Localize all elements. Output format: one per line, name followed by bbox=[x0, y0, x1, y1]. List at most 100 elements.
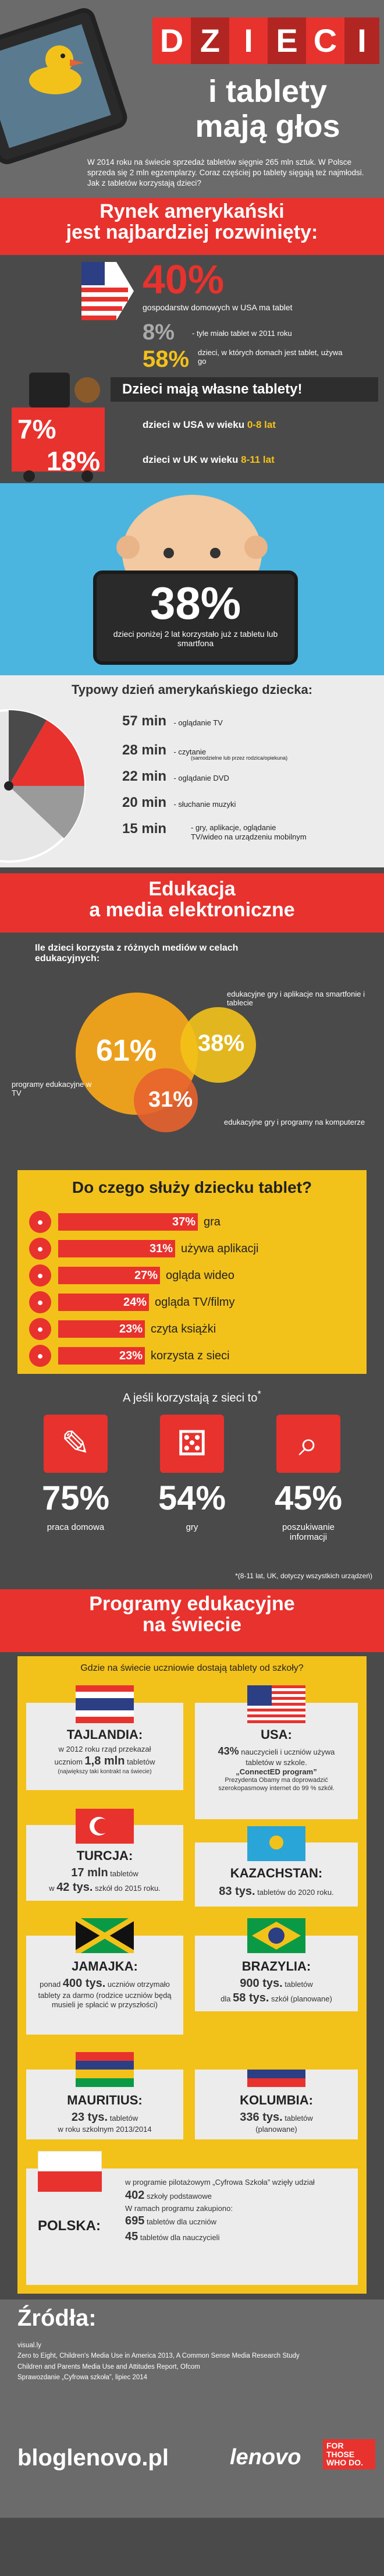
typical-day-section: Typowy dzień amerykańskiego dziecka: 57 … bbox=[0, 675, 384, 867]
magnifier-icon: ⌕ bbox=[276, 1415, 340, 1473]
tablet-use-bar bbox=[58, 1294, 149, 1311]
tablet-use-bar bbox=[58, 1320, 145, 1338]
tablet-use-label: ogląda TV/filmy bbox=[155, 1296, 235, 1309]
venn-38-label: edukacyjne gry i aplikacje na smartfonie… bbox=[227, 990, 365, 1007]
turkey-big-2: 42 tys. bbox=[56, 1881, 93, 1894]
stat-40-text: gospodarstw domowych w USA ma tablet bbox=[143, 303, 293, 312]
poland-text-2: 402 bbox=[125, 2188, 145, 2202]
country-name: USA: bbox=[261, 1727, 292, 1742]
stat-18-value: 18% bbox=[47, 446, 101, 476]
thailand-text-3: (największy taki kontrakt na świecie) bbox=[58, 1769, 152, 1776]
network-heading-mark: * bbox=[257, 1388, 261, 1399]
toy-cart-icon bbox=[12, 373, 105, 482]
day-item: 15 min - gry, aplikacje, oglądanie TV/wi… bbox=[122, 821, 378, 856]
day-item-label: - gry, aplikacje, oglądanie TV/wideo na … bbox=[191, 823, 307, 841]
network-label: gry bbox=[186, 1522, 198, 1532]
turkey-text-2: w bbox=[49, 1884, 55, 1893]
tv-icon: ● bbox=[29, 1291, 51, 1313]
country-card-jamaica: JAMAJKA: ponad 400 tys. uczniów otrzymał… bbox=[26, 1918, 183, 2035]
dice-icon: ⚄ bbox=[160, 1415, 224, 1473]
sources-heading: Źródła: bbox=[17, 2305, 97, 2331]
heading-line: jest najbardziej rozwinięty: bbox=[66, 221, 318, 243]
network-value: 45% bbox=[274, 1479, 343, 1517]
country-name: JAMAJKA: bbox=[72, 1959, 138, 1973]
network-item: ⚄ 54% gry bbox=[148, 1415, 236, 1566]
title-letter: E bbox=[268, 17, 306, 64]
country-name: KOLUMBIA: bbox=[240, 2093, 313, 2107]
country-name: KAZACHSTAN: bbox=[230, 1866, 323, 1880]
stat-7-age: 0-8 lat bbox=[247, 419, 276, 430]
stat-7-text: dzieci w USA w wieku 0-8 lat bbox=[143, 419, 276, 431]
tablet-use-pct: 23% bbox=[119, 1323, 143, 1335]
network-value: 54% bbox=[158, 1479, 226, 1517]
day-item: 28 min - czytanie (samodzielne lub przez… bbox=[122, 742, 378, 768]
venn-61-value: 61% bbox=[96, 1034, 157, 1068]
day-item: 22 min - oglądanie DVD bbox=[122, 768, 378, 795]
day-item-time: 57 min bbox=[122, 713, 167, 729]
stat-38-text: dzieci poniżej 2 lat korzystało już z ta… bbox=[113, 629, 278, 648]
tablet-frame: 38% dzieci poniżej 2 lat korzystało już … bbox=[93, 571, 298, 665]
venn-31-label: edukacyjne gry i programy na komputerze bbox=[224, 1118, 365, 1126]
tagline-line: WHO DO. bbox=[326, 2458, 363, 2468]
poland-big-2: 45 bbox=[125, 2230, 138, 2244]
blog-link[interactable]: bloglenovo.pl bbox=[17, 2445, 169, 2471]
poland-flag-icon bbox=[38, 2151, 102, 2192]
country-name: TURCJA: bbox=[76, 1848, 133, 1863]
network-heading-text: A jeśli korzystają z sieci to bbox=[123, 1391, 258, 1405]
stat-7-label: dzieci w USA w wieku bbox=[143, 419, 245, 430]
baby-section: 38% dzieci poniżej 2 lat korzystało już … bbox=[0, 483, 384, 675]
country-card-turkey: TURCJA: 17 mln tabletów w 42 tys. szkół … bbox=[26, 1809, 183, 1901]
country-text: 336 tys. tabletów (planowane) bbox=[207, 2110, 346, 2134]
programs-ribbon: Programy edukacyjne na świecie bbox=[0, 1589, 384, 1652]
sources-list: visual.ly Zero to Eight, Children's Medi… bbox=[17, 2340, 367, 2383]
mauritius-text-2: w roku szkolnym 2013/2014 bbox=[58, 2125, 152, 2134]
title-letter: I bbox=[229, 17, 268, 64]
day-item: 20 min - słuchanie muzyki bbox=[122, 795, 378, 821]
tablet-use-label: korzysta z sieci bbox=[151, 1349, 230, 1362]
header-section: D Z I E C I i tablety mają głos W 2014 r… bbox=[0, 0, 384, 198]
network-item: ⌕ 45% poszukiwanie informacji bbox=[265, 1415, 352, 1566]
country-text: ponad 400 tys. uczniów otrzymało tablety… bbox=[38, 1976, 172, 2010]
usa-big: 43% bbox=[218, 1745, 239, 1757]
usa-map-icon bbox=[81, 262, 134, 320]
jamaica-text-2: uczniów otrzymało tablety za darmo (rodz… bbox=[38, 1980, 172, 2010]
education-ribbon: Edukacja a media elektroniczne bbox=[0, 873, 384, 933]
typical-day-heading: Typowy dzień amerykańskiego dziecka: bbox=[71, 682, 313, 697]
country-card-poland: POLSKA: w programie pilotażowym „Cyfrowa… bbox=[26, 2151, 358, 2285]
us-market-heading: Rynek amerykański jest najbardziej rozwi… bbox=[0, 198, 384, 255]
globe-icon: ● bbox=[29, 1345, 51, 1367]
heading-line: Rynek amerykański bbox=[99, 200, 285, 222]
tablet-use-section: Do czego służy dziecku tablet? ● 37% gra ● 3… bbox=[0, 1170, 384, 1380]
kazakhstan-text: tabletów do 2020 roku. bbox=[257, 1888, 334, 1897]
poland-text-5: tabletów dla uczniów bbox=[147, 2217, 216, 2227]
brazil-big-2: 58 tys. bbox=[233, 1992, 269, 2004]
poland-text-3: szkoły podstawowe bbox=[147, 2191, 212, 2201]
stat-38-value: 38% bbox=[150, 577, 241, 629]
tablet-use-pct: 27% bbox=[134, 1269, 158, 1282]
turkey-text-3: szkół do 2015 roku. bbox=[95, 1884, 161, 1893]
day-item-label: - czytanie bbox=[173, 747, 207, 756]
country-name: BRAZYLIA: bbox=[241, 1959, 311, 1973]
stat-8-value: 8% bbox=[143, 320, 175, 345]
network-label: praca domowa bbox=[47, 1522, 105, 1532]
usa-text-2: nauczycieli i uczniów używa tabletów w s… bbox=[241, 1748, 335, 1767]
clock-chart bbox=[0, 709, 86, 863]
education-section: Edukacja a media elektroniczne Ile dziec… bbox=[0, 867, 384, 1170]
programs-section: Programy edukacyjne na świecie Gdzie na … bbox=[0, 1589, 384, 2299]
stat-58-text: dzieci, w których domach jest tablet, uż… bbox=[198, 348, 343, 366]
tablet-use-bar bbox=[58, 1240, 175, 1257]
country-text: 23 tys. tabletów w roku szkolnym 2013/20… bbox=[38, 2110, 172, 2134]
network-heading: A jeśli korzystają z sieci to* bbox=[0, 1388, 384, 1405]
typical-day-list: 57 min - oglądanie TV 28 min - czytanie … bbox=[122, 713, 378, 856]
poland-text-4: W ramach programu zakupiono: bbox=[125, 2203, 233, 2213]
intro-text: W 2014 roku na świecie sprzedaż tabletów… bbox=[87, 158, 364, 188]
own-tablets-section: Dzieci mają własne tablety! 7% dzieci w … bbox=[0, 373, 384, 483]
ribbon-line: a media elektroniczne bbox=[89, 898, 295, 921]
source-line: visual.ly bbox=[17, 2342, 41, 2349]
day-item-label: - oglądanie DVD bbox=[173, 774, 229, 782]
brazil-text-1: tabletów bbox=[285, 1980, 313, 1989]
day-item-time: 22 min bbox=[122, 768, 167, 784]
education-question: Ile dzieci korzysta z różnych mediów w c… bbox=[35, 943, 239, 963]
tablet-use-row: ● 27% ogląda wideo bbox=[29, 1264, 355, 1287]
country-text: 17 mln tabletów w 42 tys. szkół do 2015 … bbox=[44, 1866, 166, 1895]
